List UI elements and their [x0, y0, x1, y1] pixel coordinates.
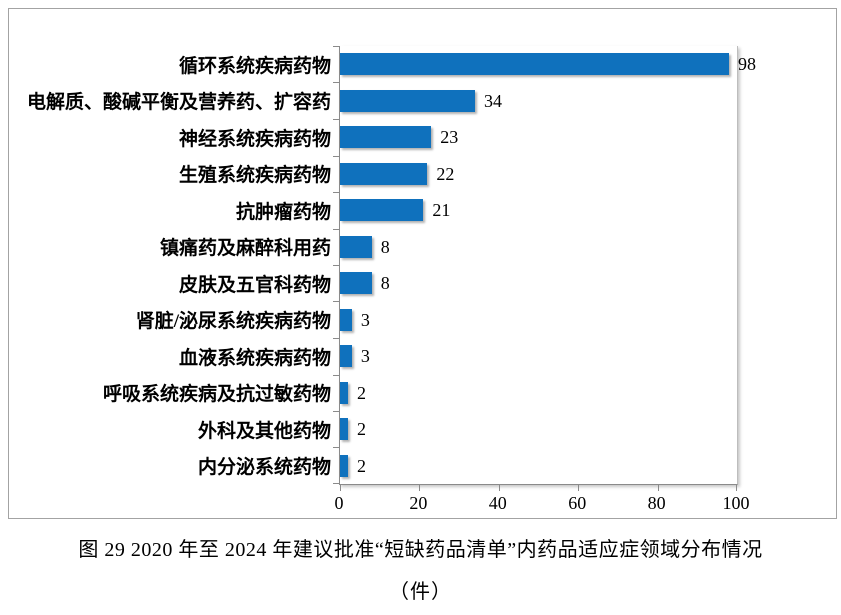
y-tick-mark [333, 483, 339, 484]
bar [340, 272, 372, 295]
x-tick-label: 0 [334, 493, 344, 513]
y-tick-mark [333, 374, 339, 376]
category-label: 外科及其他药物 [197, 420, 331, 442]
bar-value-label: 2 [356, 382, 366, 403]
bar-value-label: 3 [360, 346, 370, 367]
category-label: 抗肿瘤药物 [235, 201, 331, 223]
bar-value-label: 2 [356, 419, 366, 440]
y-tick-mark [333, 191, 339, 193]
bar-row: 22 [340, 156, 737, 193]
bar [340, 454, 348, 477]
y-axis-ticks [333, 46, 339, 484]
y-tick-mark [333, 301, 339, 303]
bar [340, 89, 475, 112]
bar-row: 2 [340, 375, 737, 412]
bar-row: 8 [340, 265, 737, 302]
bar-value-label: 21 [432, 200, 451, 221]
category-label: 生殖系统疾病药物 [178, 165, 331, 187]
category-axis-labels: 循环系统疾病药物电解质、酸碱平衡及营养药、扩容药神经系统疾病药物 生殖系统疾病药物… [9, 46, 331, 484]
x-tick-label: 100 [722, 493, 750, 513]
bar-row: 2 [340, 411, 737, 448]
bar-value-label: 8 [380, 236, 390, 257]
bar-value-label: 23 [440, 127, 459, 148]
x-tick-label: 80 [647, 493, 666, 513]
y-tick-mark [333, 118, 339, 120]
caption-unit: （件） [389, 581, 452, 603]
bar-value-label: 8 [380, 273, 390, 294]
bar-rows: 98 34 23 22 21 8 8 3 3 2 2 2 [340, 46, 756, 485]
bar [340, 53, 730, 76]
bar-row: 3 [340, 302, 737, 339]
y-tick-mark [333, 411, 339, 412]
bar-row: 23 [340, 119, 737, 156]
x-tick-label: 60 [568, 493, 587, 513]
bar [340, 418, 348, 441]
bar-row: 2 [340, 448, 737, 485]
bar-row: 98 [340, 46, 756, 83]
y-tick-mark [333, 265, 339, 266]
category-label: 循环系统疾病药物 [178, 55, 331, 77]
bar [340, 162, 428, 185]
bar-value-label: 3 [360, 309, 370, 330]
x-tick-label: 20 [409, 493, 428, 513]
category-label: 内分泌系统药物 [197, 457, 331, 479]
bar-value-label: 34 [483, 90, 502, 111]
y-tick-mark [333, 82, 339, 84]
x-tick-mark [498, 485, 500, 491]
category-label: 皮肤及五官科药物 [178, 274, 331, 296]
bar [340, 126, 432, 149]
bar [340, 199, 424, 222]
x-tick-mark [419, 485, 421, 491]
y-tick-mark [333, 228, 339, 230]
chart-frame: 循环系统疾病药物电解质、酸碱平衡及营养药、扩容药神经系统疾病药物 生殖系统疾病药物… [8, 8, 837, 519]
bar [340, 308, 352, 331]
bar-row: 34 [340, 83, 737, 120]
x-tick-label: 40 [488, 493, 507, 513]
bar-row: 3 [340, 338, 737, 375]
bar-value-label: 22 [436, 163, 455, 184]
category-label: 血液系统疾病药物 [178, 347, 331, 369]
category-label: 镇痛药及麻醉科用药 [159, 238, 331, 260]
bar [340, 345, 352, 368]
x-tick-mark [578, 485, 580, 491]
x-tick-mark [657, 485, 659, 491]
x-tick-mark [736, 485, 737, 491]
figure-caption: 图 29 2020 年至 2024 年建议批准“短缺药品清单”内药品适应症领域分… [0, 533, 841, 604]
plot-area: 98 34 23 22 21 8 8 3 3 2 2 2 [333, 46, 756, 491]
y-tick-mark [333, 155, 339, 157]
y-tick-mark [333, 447, 339, 449]
caption-title: 图 29 2020 年至 2024 年建议批准“短缺药品清单”内药品适应症领域分… [78, 539, 763, 561]
category-label: 肾脏/泌尿系统疾病药物 [135, 311, 331, 333]
x-axis-tick-labels: 0 20 40 60 80 100 [335, 493, 750, 515]
x-axis-ticks [340, 484, 737, 491]
x-tick-mark [340, 485, 341, 491]
category-label: 神经系统疾病药物 [178, 128, 331, 150]
category-label: 呼吸系统疾病及抗过敏药物 [102, 384, 331, 406]
bar [340, 235, 372, 258]
category-label: 电解质、酸碱平衡及营养药、扩容药 [26, 92, 331, 114]
bar-value-label: 2 [356, 455, 366, 476]
bar [340, 381, 348, 404]
y-tick-mark [333, 46, 339, 47]
bar-row: 21 [340, 192, 737, 229]
bar-row: 8 [340, 229, 737, 266]
bar-value-label: 98 [738, 54, 757, 75]
y-tick-mark [333, 337, 339, 339]
